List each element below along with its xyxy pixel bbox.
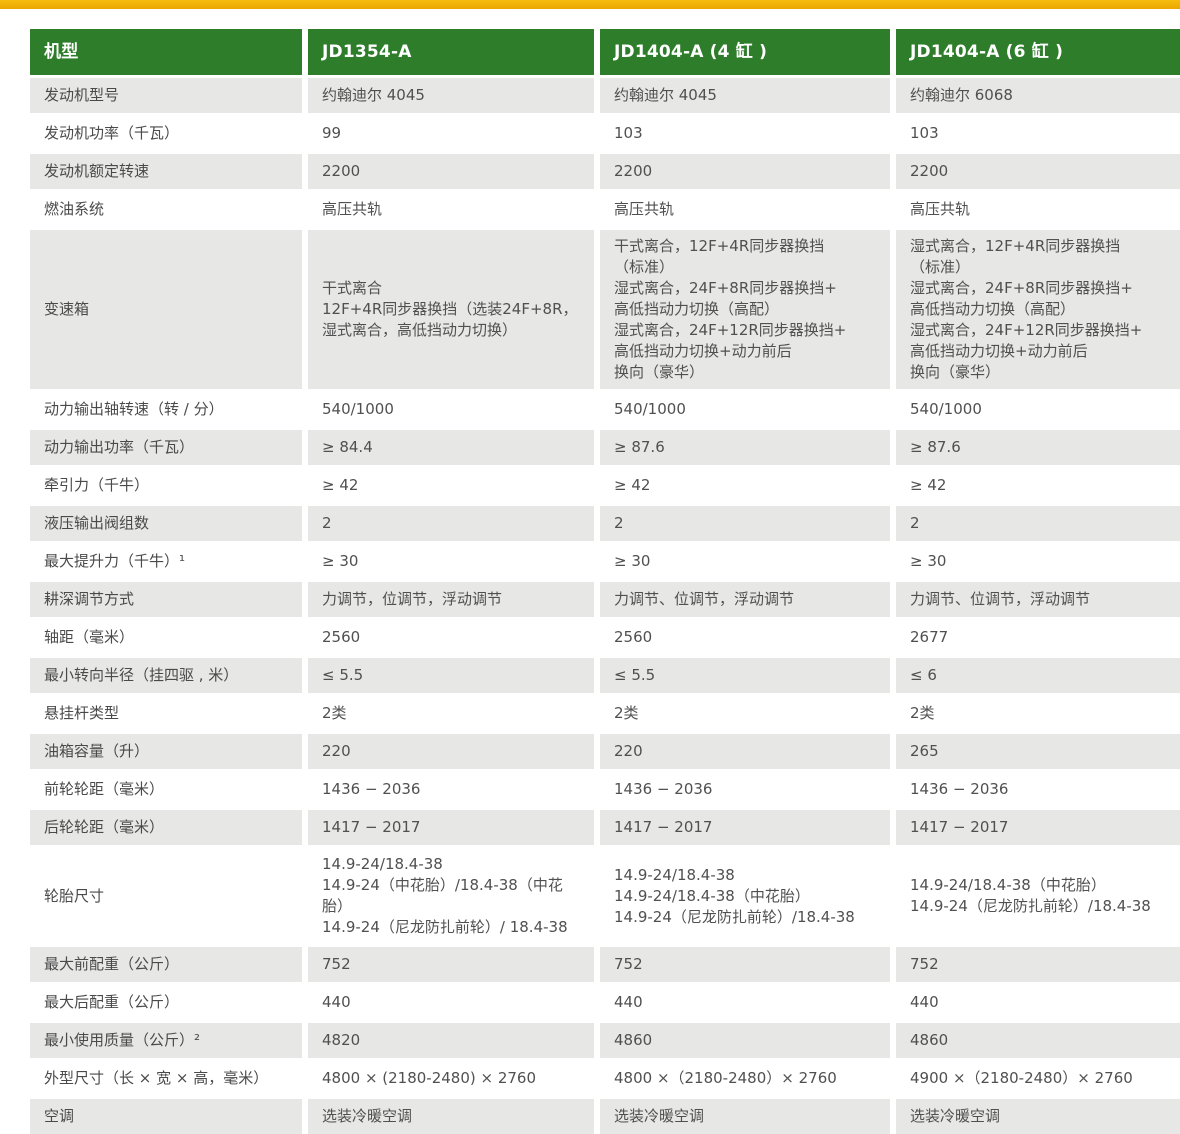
row-value: 干式离合，12F+4R同步器换挡 （标准） 湿式离合，24F+8R同步器换挡+ …: [600, 230, 890, 389]
row-label: 发动机功率（千瓦）: [30, 116, 302, 151]
row-value: 14.9-24/18.4-38 14.9-24/18.4-38（中花胎） 14.…: [600, 848, 890, 944]
row-label: 最大前配重（公斤）: [30, 947, 302, 982]
row-label: 油箱容量（升）: [30, 734, 302, 769]
row-value: 440: [896, 985, 1180, 1020]
row-value: 1417 − 2017: [308, 810, 594, 845]
row-value: 高压共轨: [896, 192, 1180, 227]
row-value: 752: [308, 947, 594, 982]
row-label: 耕深调节方式: [30, 582, 302, 617]
row-value: 440: [600, 985, 890, 1020]
row-value: 14.9-24/18.4-38（中花胎） 14.9-24（尼龙防扎前轮）/18.…: [896, 848, 1180, 944]
row-value: 1417 − 2017: [896, 810, 1180, 845]
row-value: 540/1000: [308, 392, 594, 427]
row-value: ≥ 30: [600, 544, 890, 579]
row-value: 约翰迪尔 4045: [308, 78, 594, 113]
row-value: ≥ 42: [600, 468, 890, 503]
row-value: ≥ 42: [308, 468, 594, 503]
row-value: 4860: [600, 1023, 890, 1058]
row-value: 干式离合 12F+4R同步器换挡（选装24F+8R， 湿式离合，高低挡动力切换）: [308, 230, 594, 389]
row-label: 牵引力（千牛）: [30, 468, 302, 503]
row-value: ≥ 87.6: [896, 430, 1180, 465]
row-label: 发动机型号: [30, 78, 302, 113]
row-value: 高压共轨: [308, 192, 594, 227]
row-value: 力调节、位调节，浮动调节: [896, 582, 1180, 617]
row-value: 约翰迪尔 4045: [600, 78, 890, 113]
row-label: 空调: [30, 1099, 302, 1134]
row-value: 2: [600, 506, 890, 541]
row-value: 220: [308, 734, 594, 769]
row-value: 选装冷暖空调: [600, 1099, 890, 1134]
row-value: 力调节，位调节，浮动调节: [308, 582, 594, 617]
row-value: 4900 ×（2180-2480）× 2760: [896, 1061, 1180, 1096]
row-value: 540/1000: [896, 392, 1180, 427]
row-value: 高压共轨: [600, 192, 890, 227]
column-header-jd1354a: JD1354-A: [308, 29, 594, 75]
top-accent-bar: [0, 0, 1180, 9]
row-value: 2: [896, 506, 1180, 541]
row-label: 外型尺寸（长 × 宽 × 高，毫米）: [30, 1061, 302, 1096]
row-value: 2677: [896, 620, 1180, 655]
row-label: 最小转向半径（挂四驱 , 米）: [30, 658, 302, 693]
row-value: 220: [600, 734, 890, 769]
row-value: 752: [600, 947, 890, 982]
row-value: 752: [896, 947, 1180, 982]
row-label: 液压输出阀组数: [30, 506, 302, 541]
row-value: 2: [308, 506, 594, 541]
spec-table: 机型 JD1354-A JD1404-A (4 缸 ) JD1404-A (6 …: [30, 29, 1180, 1134]
row-value: 99: [308, 116, 594, 151]
row-value: 4860: [896, 1023, 1180, 1058]
row-label: 动力输出轴转速（转 / 分）: [30, 392, 302, 427]
row-value: 1417 − 2017: [600, 810, 890, 845]
row-label: 最大后配重（公斤）: [30, 985, 302, 1020]
row-value: ≥ 30: [896, 544, 1180, 579]
row-value: 2类: [896, 696, 1180, 731]
row-value: 14.9-24/18.4-38 14.9-24（中花胎）/18.4-38（中花胎…: [308, 848, 594, 944]
row-value: 4800 ×（2180-2480）× 2760: [600, 1061, 890, 1096]
row-value: 103: [600, 116, 890, 151]
row-value: 2类: [600, 696, 890, 731]
row-label: 变速箱: [30, 230, 302, 389]
row-value: ≥ 42: [896, 468, 1180, 503]
row-value: 2类: [308, 696, 594, 731]
row-label: 发动机额定转速: [30, 154, 302, 189]
row-value: ≤ 6: [896, 658, 1180, 693]
row-value: 2560: [600, 620, 890, 655]
row-value: ≤ 5.5: [308, 658, 594, 693]
row-value: 2560: [308, 620, 594, 655]
row-label: 燃油系统: [30, 192, 302, 227]
row-value: 选装冷暖空调: [308, 1099, 594, 1134]
row-value: 103: [896, 116, 1180, 151]
column-header-jd1404a-4cyl: JD1404-A (4 缸 ): [600, 29, 890, 75]
row-label: 后轮轮距（毫米）: [30, 810, 302, 845]
row-value: 540/1000: [600, 392, 890, 427]
row-value: 2200: [308, 154, 594, 189]
row-value: 约翰迪尔 6068: [896, 78, 1180, 113]
row-value: 1436 − 2036: [600, 772, 890, 807]
row-value: ≥ 87.6: [600, 430, 890, 465]
row-value: 力调节、位调节，浮动调节: [600, 582, 890, 617]
row-value: 1436 − 2036: [896, 772, 1180, 807]
row-value: 4800 × (2180-2480) × 2760: [308, 1061, 594, 1096]
row-value: 440: [308, 985, 594, 1020]
row-label: 轮胎尺寸: [30, 848, 302, 944]
column-header-model: 机型: [30, 29, 302, 75]
row-value: 湿式离合，12F+4R同步器换挡 （标准） 湿式离合，24F+8R同步器换挡+ …: [896, 230, 1180, 389]
row-label: 前轮轮距（毫米）: [30, 772, 302, 807]
row-value: 2200: [896, 154, 1180, 189]
row-value: 2200: [600, 154, 890, 189]
row-value: ≥ 30: [308, 544, 594, 579]
row-label: 轴距（毫米）: [30, 620, 302, 655]
row-value: 4820: [308, 1023, 594, 1058]
column-header-jd1404a-6cyl: JD1404-A (6 缸 ): [896, 29, 1180, 75]
row-value: 265: [896, 734, 1180, 769]
row-label: 悬挂杆类型: [30, 696, 302, 731]
row-value: 选装冷暖空调: [896, 1099, 1180, 1134]
row-label: 动力输出功率（千瓦）: [30, 430, 302, 465]
row-label: 最小使用质量（公斤）²: [30, 1023, 302, 1058]
row-label: 最大提升力（千牛）¹: [30, 544, 302, 579]
row-value: 1436 − 2036: [308, 772, 594, 807]
row-value: ≥ 84.4: [308, 430, 594, 465]
row-value: ≤ 5.5: [600, 658, 890, 693]
